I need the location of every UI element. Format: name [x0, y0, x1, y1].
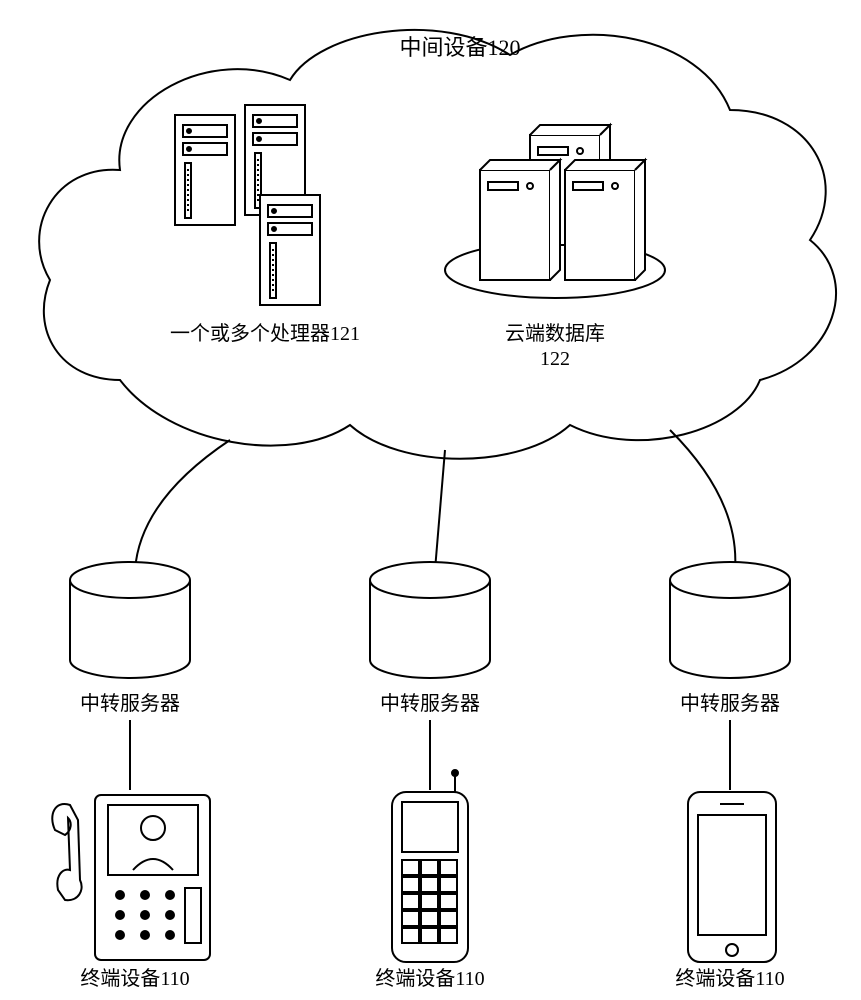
relay-to-terminal-links: [130, 720, 730, 790]
terminal-label-left: 终端设备110: [80, 967, 189, 990]
processors-label: 一个或多个处理器121: [170, 322, 360, 345]
relay-server-left: [70, 562, 190, 678]
terminal-smartphone: [688, 792, 776, 962]
relay-server-right: [670, 562, 790, 678]
terminal-featurephone: [392, 770, 468, 962]
database-label-1: 云端数据库: [505, 322, 605, 345]
relay-server-center: [370, 562, 490, 678]
relay-label-left: 中转服务器: [80, 692, 180, 715]
relay-label-center: 中转服务器: [380, 692, 480, 715]
relay-label-right: 中转服务器: [680, 692, 780, 715]
cloud-title: 中间设备120: [399, 35, 520, 60]
processor-servers: [175, 105, 320, 305]
terminal-label-right: 终端设备110: [675, 967, 784, 990]
terminal-label-center: 终端设备110: [375, 967, 484, 990]
cloud-shape: [39, 30, 836, 459]
database-label-2: 122: [540, 348, 570, 370]
terminal-deskphone: [52, 795, 210, 960]
cloud-to-relay-links: [135, 430, 735, 570]
cloud-database: [445, 125, 665, 298]
